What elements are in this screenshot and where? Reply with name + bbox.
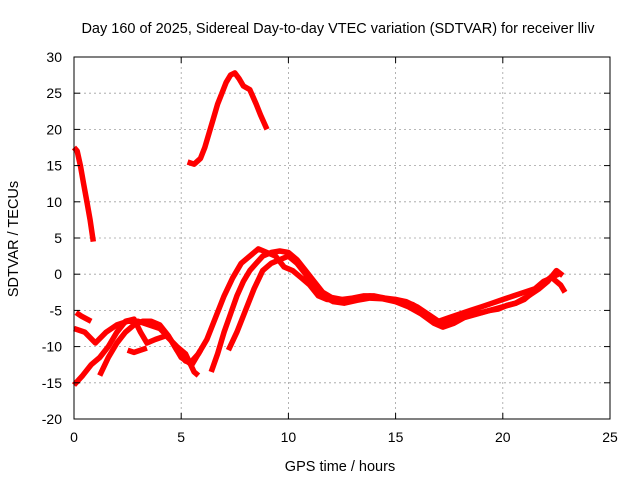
- y-tick-label: -5: [50, 302, 63, 318]
- series-line-segment-2: [186, 70, 270, 167]
- x-tick-label: 10: [281, 429, 297, 445]
- series-line-segment-1: [71, 145, 97, 243]
- x-tick-label: 5: [177, 429, 185, 445]
- y-tick-label: 0: [54, 266, 62, 282]
- x-tick-label: 15: [388, 429, 404, 445]
- y-tick-label: 10: [46, 194, 62, 210]
- y-axis-label: SDTVAR / TECUs: [6, 181, 22, 297]
- chart-title: Day 160 of 2025, Sidereal Day-to-day VTE…: [81, 21, 595, 37]
- y-tick-label: 5: [54, 230, 62, 246]
- y-tick-label: -20: [42, 411, 62, 427]
- y-tick-label: 30: [46, 49, 62, 65]
- series-line-segment-3: [74, 310, 93, 324]
- series-line-segment-7: [126, 345, 148, 356]
- x-tick-label: 20: [495, 429, 511, 445]
- axis-ticks: 0 5 10 15 20 25 30 25 20 15 10 5 0 -5 -10 -15 -20: [42, 49, 618, 445]
- y-tick-label: 15: [46, 158, 62, 174]
- grid-lines: [74, 57, 610, 419]
- x-tick-label: 0: [70, 429, 78, 445]
- y-tick-label: 25: [46, 85, 62, 101]
- y-tick-label: 20: [46, 121, 62, 137]
- x-axis-label: GPS time / hours: [285, 459, 395, 475]
- y-tick-label: -15: [42, 375, 62, 391]
- series-line-segment-9: [225, 253, 565, 352]
- data-series: [71, 70, 568, 387]
- x-tick-label: 25: [602, 429, 618, 445]
- y-tick-label: -10: [42, 339, 62, 355]
